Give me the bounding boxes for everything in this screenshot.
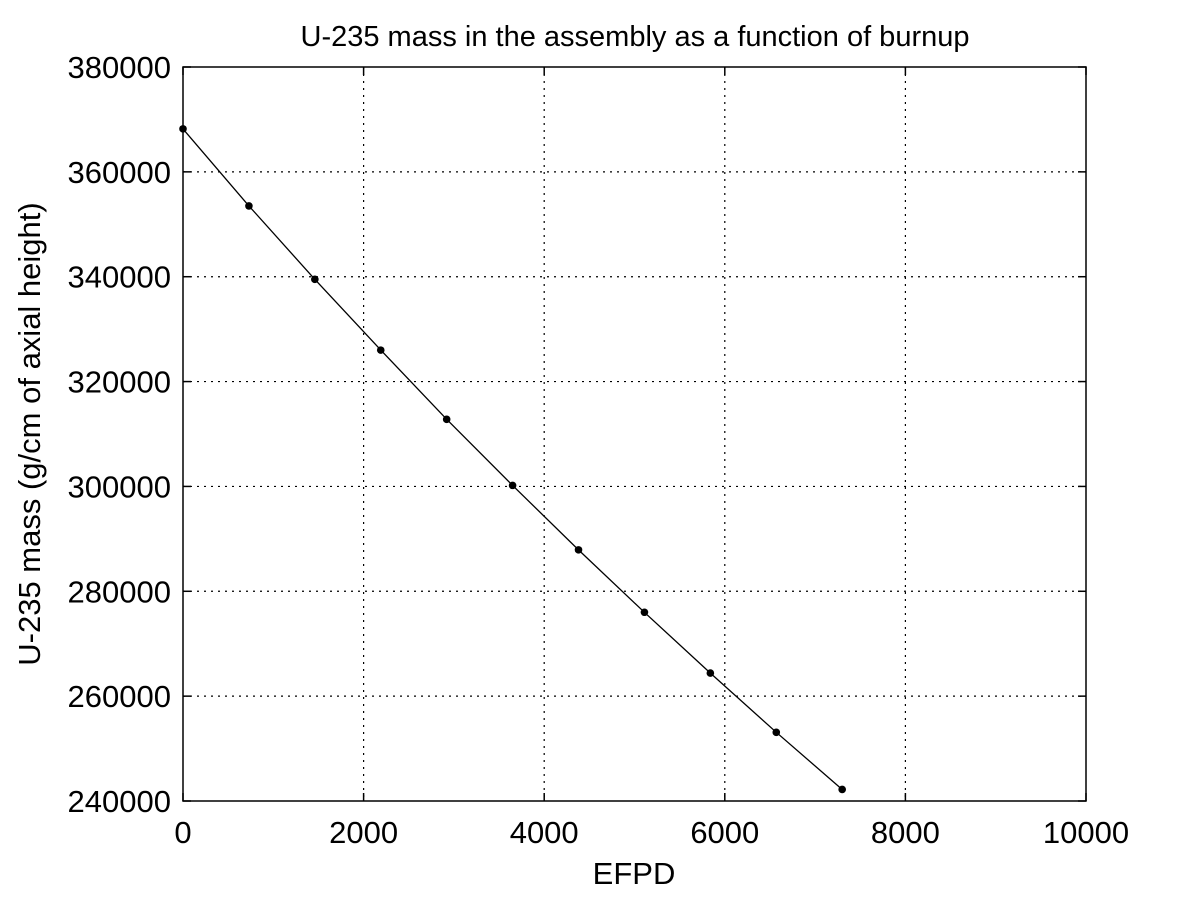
data-point bbox=[772, 728, 781, 737]
y-tick-label: 360000 bbox=[68, 155, 171, 190]
x-tick-label: 0 bbox=[174, 815, 191, 850]
y-axis-title: U-235 mass (g/cm of axial height) bbox=[12, 202, 47, 665]
grid bbox=[183, 67, 1086, 801]
y-tick-label: 300000 bbox=[68, 469, 171, 504]
y-tick-label: 260000 bbox=[68, 679, 171, 714]
x-tick-label: 2000 bbox=[329, 815, 398, 850]
x-axis-title: EFPD bbox=[593, 856, 676, 891]
y-tick-labels: 240000 260000 280000 300000 320000 340000 3600… bbox=[68, 50, 171, 819]
data-point bbox=[245, 202, 253, 210]
axis-ticks bbox=[182, 66, 1087, 802]
data-series bbox=[179, 125, 846, 794]
x-tick-label: 4000 bbox=[510, 815, 579, 850]
data-point bbox=[311, 275, 319, 284]
y-tick-label: 380000 bbox=[68, 50, 171, 85]
x-tick-labels: 0 2000 4000 6000 8000 10000 bbox=[174, 815, 1129, 850]
data-point bbox=[442, 415, 451, 424]
y-tick-label: 340000 bbox=[68, 260, 171, 295]
data-point bbox=[508, 481, 517, 490]
y-tick-label: 280000 bbox=[68, 574, 171, 609]
data-point bbox=[640, 608, 649, 617]
x-tick-label: 10000 bbox=[1043, 815, 1129, 850]
data-point bbox=[838, 785, 846, 794]
x-tick-label: 6000 bbox=[690, 815, 759, 850]
x-tick-label: 8000 bbox=[871, 815, 940, 850]
chart-title: U-235 mass in the assembly as a function… bbox=[301, 21, 970, 53]
data-point bbox=[376, 346, 385, 354]
y-tick-label: 320000 bbox=[68, 365, 171, 400]
y-tick-label: 240000 bbox=[68, 784, 171, 819]
data-point bbox=[179, 125, 187, 133]
data-point bbox=[574, 546, 583, 554]
plot-frame bbox=[182, 66, 1087, 802]
series-line bbox=[182, 128, 843, 790]
data-point bbox=[706, 669, 715, 677]
